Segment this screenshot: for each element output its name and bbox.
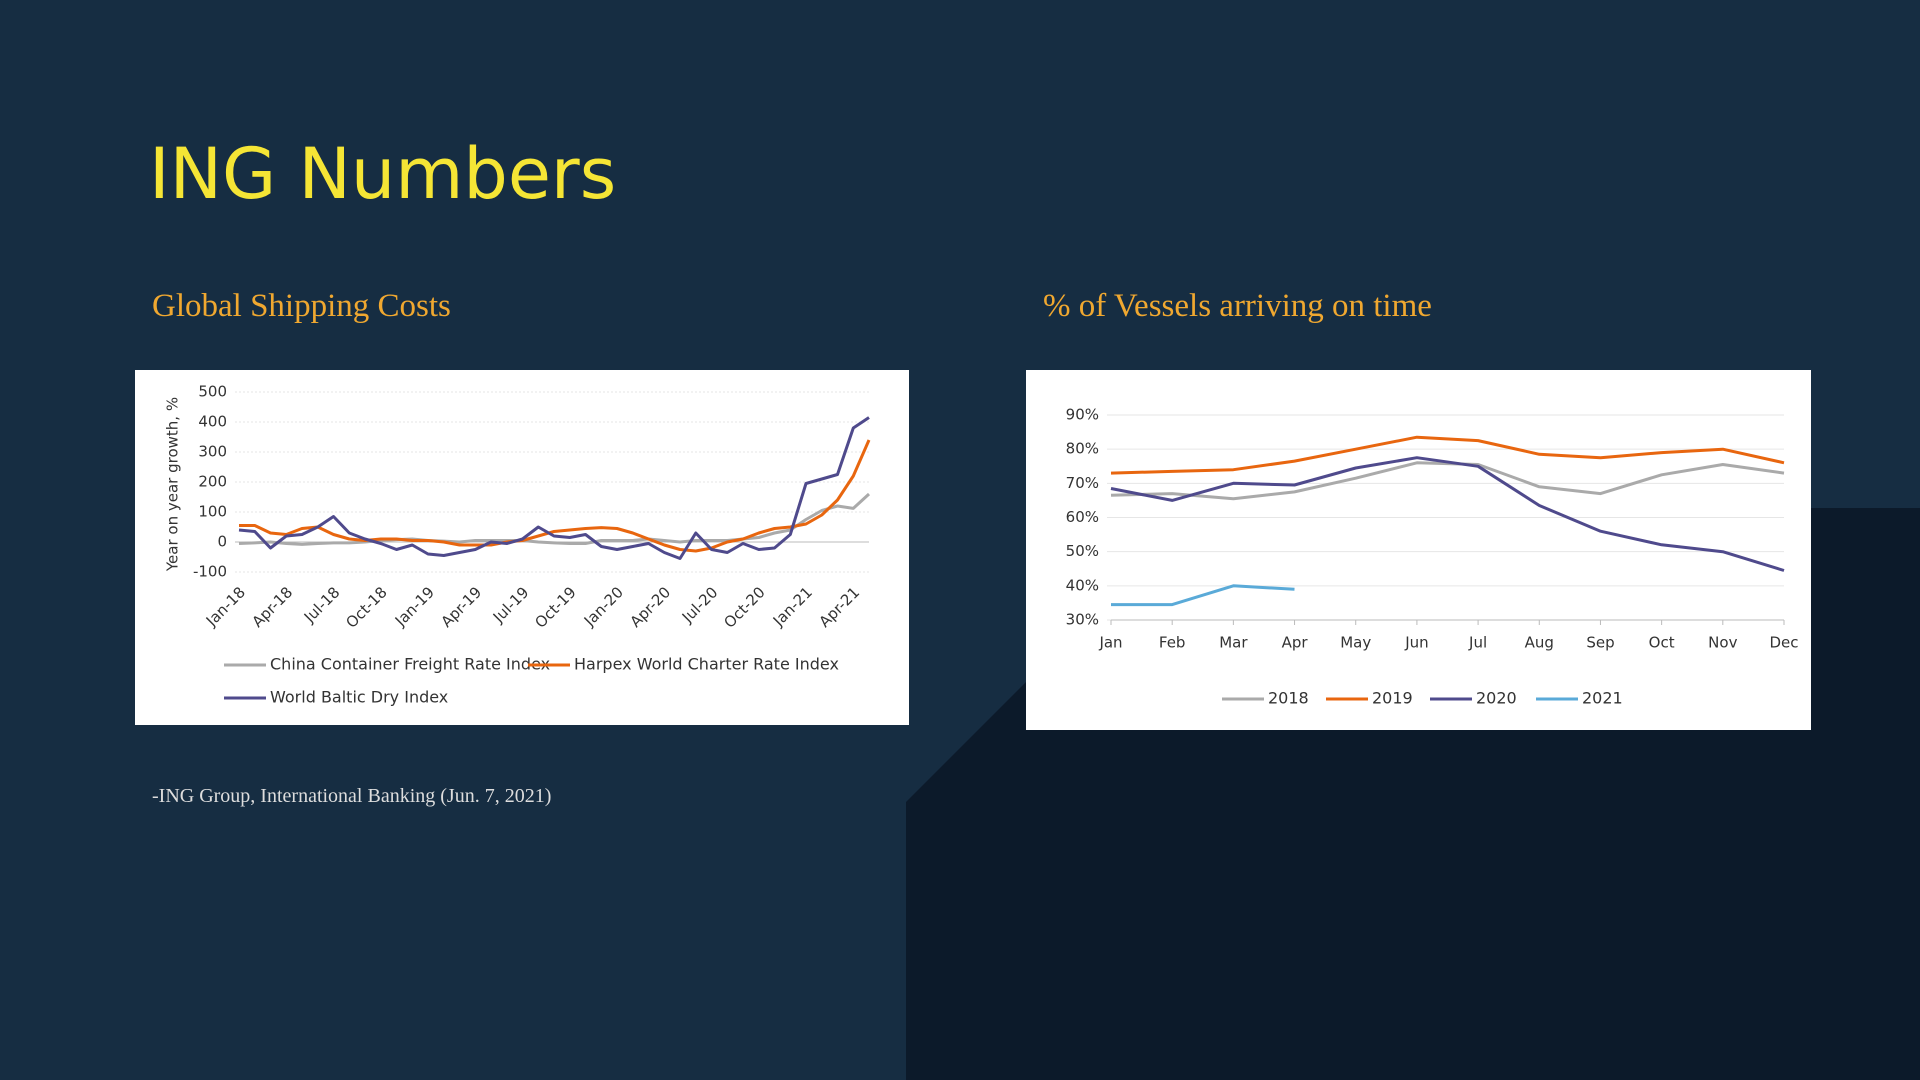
chart-title: % of Vessels arriving on time: [1043, 288, 1432, 324]
series-line: [1110, 461, 1785, 501]
x-tick-label: Aug: [1525, 634, 1554, 652]
y-tick-label: 100: [198, 503, 227, 521]
series-line: [1111, 584, 1295, 607]
x-tick-label: Oct: [1649, 634, 1675, 652]
source-note: -ING Group, International Banking (Jun. …: [152, 785, 551, 807]
series-line: [239, 439, 871, 553]
legend-label: 2019: [1372, 689, 1413, 708]
y-tick-label: 0: [217, 533, 227, 551]
legend-label: World Baltic Dry Index: [270, 688, 448, 707]
series-line: [238, 492, 871, 546]
y-tick-label: 30%: [1066, 611, 1099, 629]
series-line: [1110, 456, 1785, 572]
x-tick-label: Jul: [1468, 634, 1487, 652]
y-tick-label: 50%: [1066, 542, 1099, 560]
series-line: [1110, 435, 1785, 475]
slide-title: ING Numbers: [149, 133, 616, 215]
y-tick-label: -100: [193, 563, 227, 581]
y-tick-label: 80%: [1066, 440, 1099, 458]
chart-panel: [1026, 370, 1811, 730]
y-tick-label: 70%: [1066, 474, 1099, 492]
series-line: [238, 416, 870, 560]
chart-title: Global Shipping Costs: [152, 288, 451, 324]
y-tick-label: 200: [198, 473, 227, 491]
y-axis-label: Year on year growth, %: [164, 397, 182, 572]
x-tick-label: Dec: [1769, 634, 1798, 652]
legend-label: 2018: [1268, 689, 1309, 708]
y-tick-label: 40%: [1066, 576, 1099, 594]
y-tick-label: 60%: [1066, 508, 1099, 526]
legend-label: China Container Freight Rate Index: [270, 655, 550, 674]
x-tick-label: May: [1340, 634, 1371, 652]
x-tick-label: Jun: [1404, 634, 1428, 652]
y-tick-label: 400: [198, 413, 227, 431]
x-tick-label: Sep: [1586, 634, 1614, 652]
y-tick-label: 500: [198, 383, 227, 401]
legend-label: Harpex World Charter Rate Index: [574, 655, 839, 674]
legend-label: 2021: [1582, 689, 1623, 708]
y-tick-label: 300: [198, 443, 227, 461]
x-tick-label: Feb: [1159, 634, 1186, 652]
x-tick-label: Jan: [1098, 634, 1122, 652]
x-tick-label: Nov: [1708, 634, 1737, 652]
x-tick-label: Mar: [1219, 634, 1248, 652]
x-tick-label: Apr: [1282, 634, 1309, 652]
legend-label: 2020: [1476, 689, 1517, 708]
y-tick-label: 90%: [1066, 406, 1099, 424]
